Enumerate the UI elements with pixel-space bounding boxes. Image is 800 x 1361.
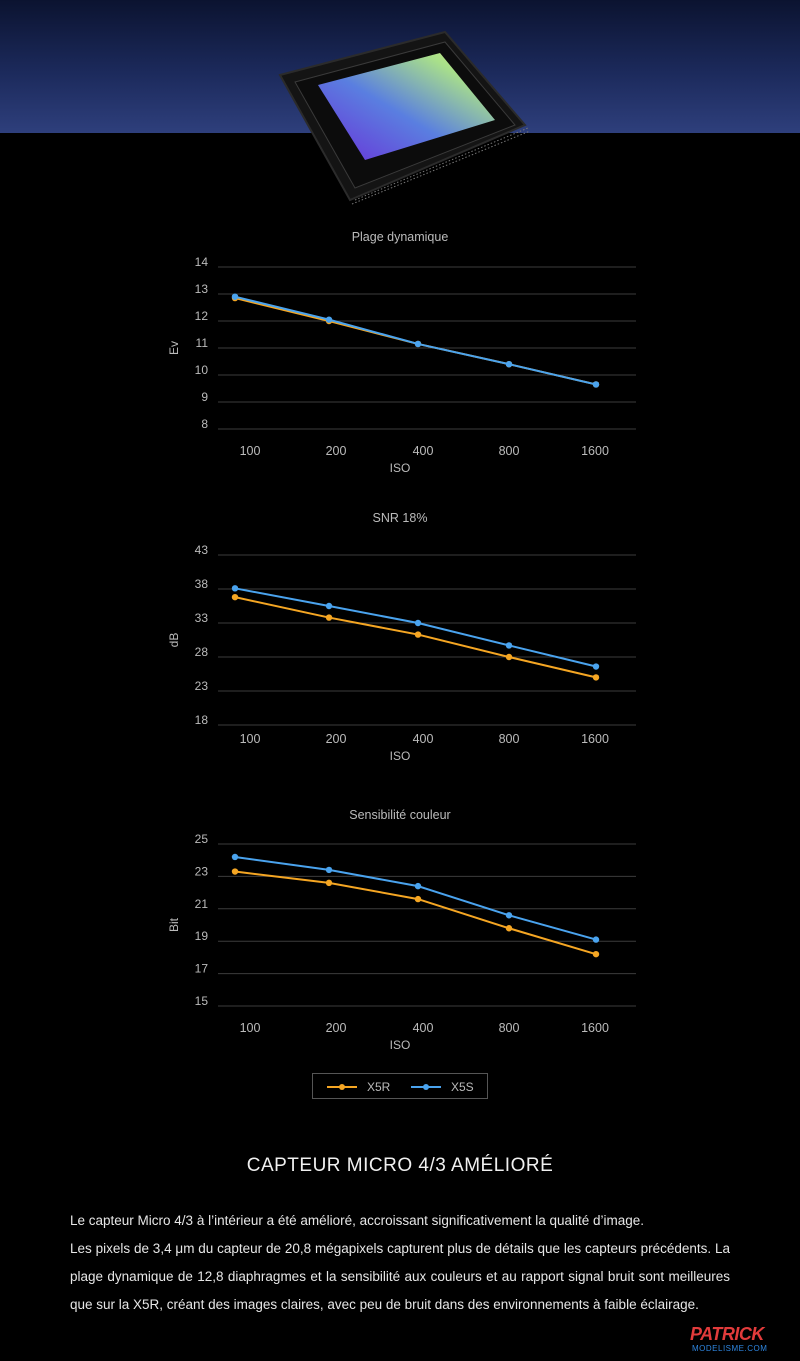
- x-axis-label: ISO: [390, 461, 411, 475]
- x-tick-label: 200: [326, 732, 347, 746]
- data-point-x5s: [325, 866, 333, 874]
- x-tick-label: 100: [240, 732, 261, 746]
- description-paragraph-1: Le capteur Micro 4/3 à l’intérieur a été…: [70, 1213, 645, 1228]
- y-tick-label: 9: [201, 390, 208, 404]
- data-point-x5s: [592, 381, 600, 388]
- data-point-x5s: [414, 619, 422, 627]
- y-tick-label: 38: [195, 577, 209, 591]
- x-tick-label: 800: [499, 444, 520, 458]
- snr-chart: SNR 18% 43 38 33 28 23 18 dB 100 200 400 800 1600 ISO: [167, 511, 636, 763]
- x-tick-label: 1600: [581, 732, 609, 746]
- legend-x5r: X5R: [327, 1079, 390, 1095]
- y-tick-label: 13: [195, 282, 209, 296]
- x-tick-label: 100: [240, 444, 261, 458]
- y-tick-label: 23: [195, 864, 209, 878]
- y-axis-label: Bit: [167, 917, 181, 932]
- y-tick-label: 14: [195, 255, 209, 269]
- data-point-x5r: [592, 674, 600, 681]
- data-point-x5s: [505, 361, 513, 368]
- data-point-x5r: [325, 879, 333, 887]
- dynamic-range-chart: Plage dynamique 14 13 12 11 10 9 8 Ev 100 200 400 80…: [167, 230, 636, 475]
- chart-legend: X5R X5S: [312, 1073, 488, 1099]
- y-tick-label: 43: [195, 543, 209, 557]
- y-tick-label: 21: [195, 897, 209, 911]
- y-axis-label: dB: [167, 633, 181, 648]
- x-axis-label: ISO: [390, 1038, 411, 1052]
- x-tick-label: 400: [413, 732, 434, 746]
- x-tick-label: 800: [499, 732, 520, 746]
- x-tick-label: 200: [326, 444, 347, 458]
- data-point-x5r: [414, 631, 422, 638]
- data-point-x5r: [505, 925, 513, 932]
- series-line-x5s: [234, 295, 597, 386]
- y-tick-label: 11: [196, 336, 209, 350]
- sensor-image: [270, 20, 540, 210]
- data-point-x5r: [231, 593, 239, 601]
- data-point-x5s: [231, 585, 239, 592]
- description: Le capteur Micro 4/3 à l’intérieur a été…: [70, 1207, 730, 1319]
- watermark-bottom-text: MODELISME.COM: [692, 1344, 768, 1353]
- x-tick-label: 1600: [581, 1021, 609, 1035]
- data-point-x5r: [592, 950, 600, 958]
- legend-x5r-label: X5R: [367, 1080, 391, 1094]
- y-tick-label: 18: [195, 713, 209, 727]
- watermark-top-text: PATRICK: [690, 1324, 764, 1344]
- x-tick-label: 400: [413, 1021, 434, 1035]
- data-point-x5s: [325, 602, 333, 610]
- data-point-x5r: [505, 653, 513, 661]
- data-point-x5r: [325, 614, 333, 621]
- y-axis-label: Ev: [167, 341, 181, 355]
- y-tick-label: 25: [195, 832, 209, 846]
- data-point-x5r: [231, 868, 239, 875]
- data-point-x5s: [414, 882, 422, 890]
- x-tick-label: 100: [240, 1021, 261, 1035]
- data-point-x5s: [231, 293, 239, 300]
- y-tick-label: 10: [195, 363, 209, 377]
- data-point-x5s: [231, 853, 239, 861]
- data-point-x5s: [592, 936, 600, 943]
- data-point-x5s: [325, 316, 333, 323]
- legend-x5r-swatch: [327, 1079, 357, 1095]
- section-title: CAPTEUR MICRO 4/3 AMÉLIORÉ: [246, 1155, 554, 1176]
- data-point-x5s: [414, 340, 422, 348]
- data-point-x5r: [414, 895, 422, 903]
- y-tick-label: 12: [195, 309, 209, 323]
- series-line-x5r: [234, 870, 597, 956]
- watermark-logo: PATRICK MODELISME.COM: [688, 1320, 798, 1356]
- x-tick-label: 800: [499, 1021, 520, 1035]
- y-tick-label: 33: [195, 611, 209, 625]
- legend-x5s-swatch: [411, 1079, 441, 1095]
- x-tick-label: 400: [413, 444, 434, 458]
- chart-title: SNR 18%: [373, 511, 428, 525]
- y-tick-label: 19: [195, 929, 209, 943]
- chart-title: Plage dynamique: [352, 230, 449, 244]
- series-line-x5r: [234, 596, 597, 679]
- data-point-x5s: [592, 663, 600, 670]
- data-point-x5s: [505, 642, 513, 649]
- x-tick-label: 200: [326, 1021, 347, 1035]
- legend-x5s-label: X5S: [451, 1080, 474, 1094]
- y-tick-label: 23: [195, 679, 209, 693]
- data-point-x5s: [505, 912, 513, 919]
- x-tick-label: 1600: [581, 444, 609, 458]
- y-tick-label: 15: [195, 994, 209, 1008]
- y-tick-label: 17: [195, 962, 209, 976]
- series-line-x5s: [234, 587, 597, 668]
- y-tick-label: 28: [195, 645, 209, 659]
- color-sensitivity-chart: Sensibilité couleur 25 23 21 19 17 15 Bit 100 200…: [167, 808, 636, 1052]
- x-axis-label: ISO: [390, 749, 411, 763]
- description-paragraph-2: Les pixels de 3,4 μm du capteur de 20,8 …: [70, 1241, 730, 1312]
- y-tick-label: 8: [201, 417, 208, 431]
- chart-title: Sensibilité couleur: [349, 808, 450, 822]
- legend-x5s: X5S: [411, 1079, 474, 1095]
